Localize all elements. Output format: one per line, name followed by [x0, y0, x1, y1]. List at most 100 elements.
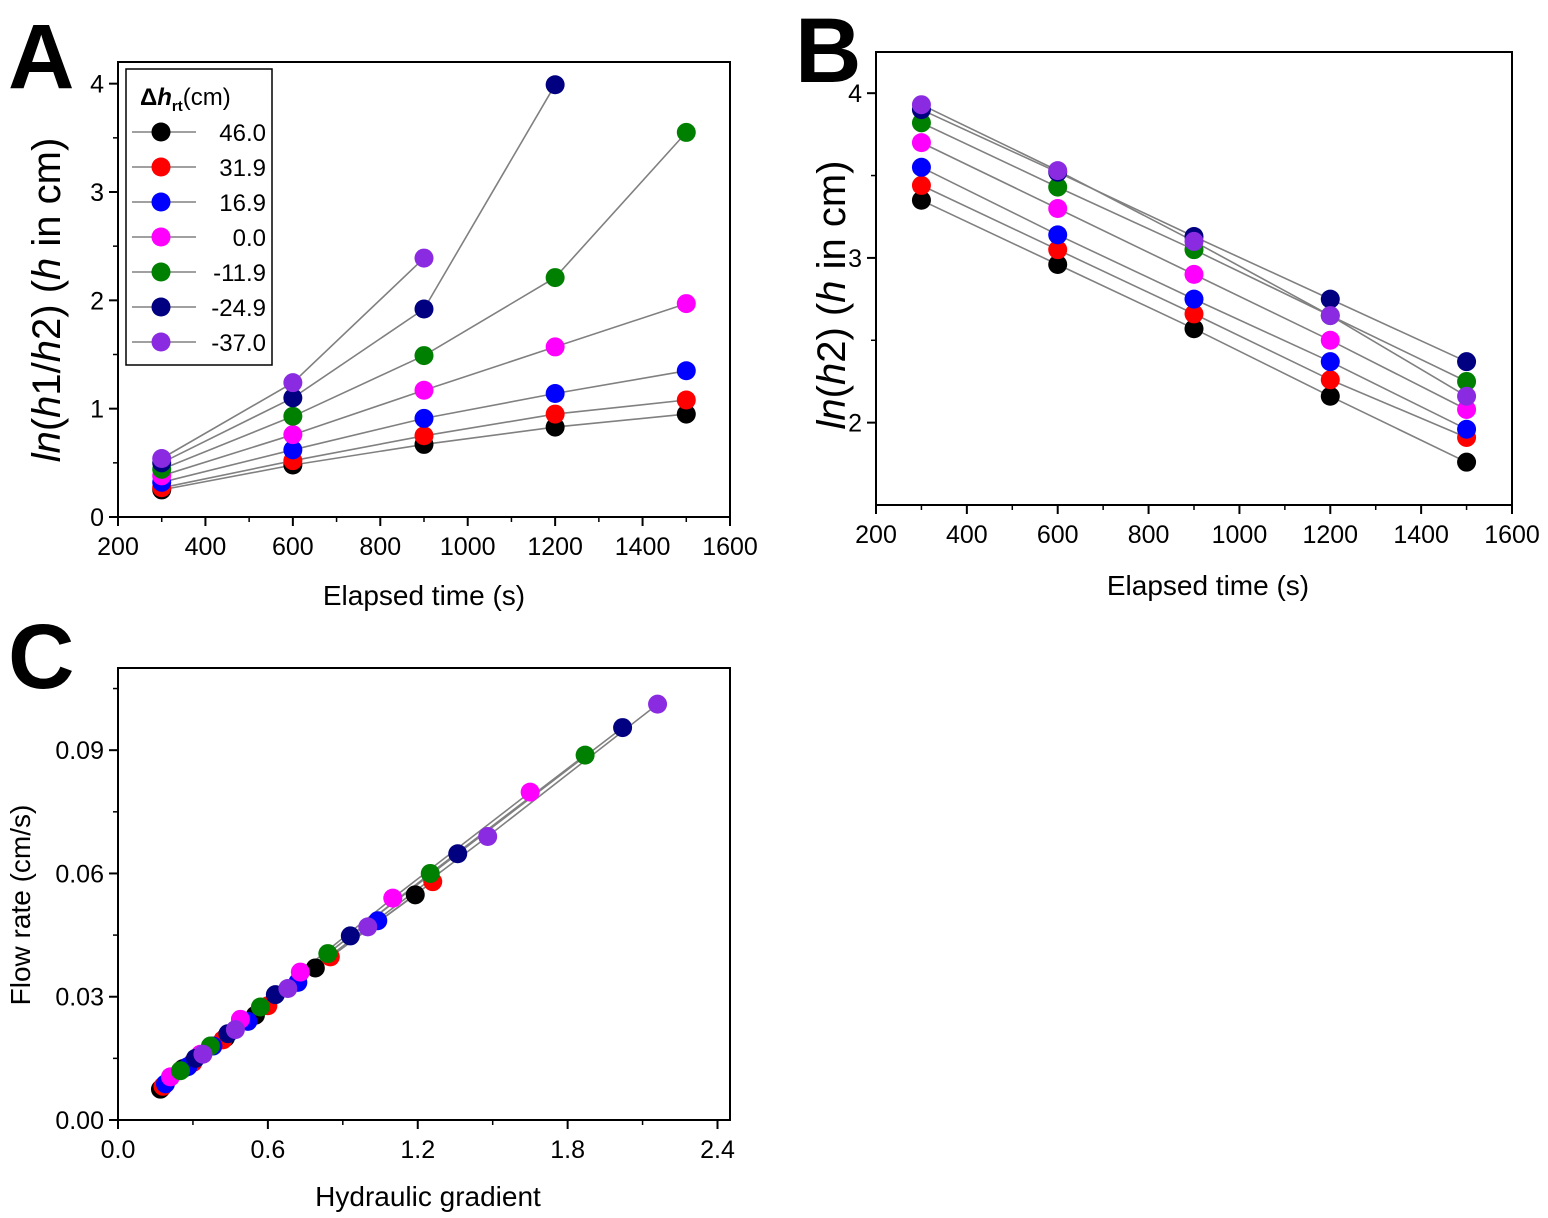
legend-marker	[151, 332, 171, 352]
panel-c-xtick-label: 0.0	[101, 1136, 136, 1164]
panel-a-data-point	[283, 388, 303, 408]
panel-c-xtick-label: 2.4	[700, 1136, 735, 1164]
panel-c-data-point	[520, 782, 540, 802]
panel-a-data-point	[414, 346, 434, 366]
panel-c-data-point	[305, 958, 325, 978]
panel-b-data-point	[1048, 254, 1068, 274]
panel-b-ytick-label: 2	[848, 410, 862, 438]
panel-c-chart: 0.0 0.6 1.2 1.8 2.4 0.00 0.03 0.06 0.09 Hydrauli…	[5, 667, 735, 1212]
panel-c-data-point	[383, 888, 403, 908]
panel-a-data-point	[152, 449, 172, 468]
panel-c-data-point	[448, 844, 468, 864]
panel-a-ytick-label: 0	[90, 504, 104, 532]
panel-a-data-point	[283, 406, 303, 426]
panel-a-data-point	[414, 248, 434, 268]
panel-c-ytick-label: 0.00	[55, 1107, 104, 1135]
panel-c-data-point	[648, 694, 668, 714]
panel-b-ylabel: ln(h2) (h in cm)	[810, 161, 854, 430]
panel-b-data-point	[1048, 161, 1068, 181]
panel-b-data-point	[1184, 319, 1204, 339]
panel-b-xtick-label: 1000	[1212, 521, 1268, 549]
panel-c-data-point	[318, 944, 338, 964]
panel-b-data-point	[911, 133, 931, 153]
panel-b-data-point	[1048, 225, 1068, 245]
panel-c-data-point	[405, 885, 425, 905]
legend-marker	[151, 262, 171, 282]
legend-label: 0.0	[233, 225, 266, 252]
panel-a-xtick-label: 600	[272, 533, 314, 561]
legend-marker	[151, 297, 171, 317]
panel-b-chart: 200 400 600 800 1000 1200 1400 1600 2 3 4 Elapsed …	[810, 51, 1540, 601]
panel-b-data-point	[1457, 352, 1477, 372]
panel-c-xtick-label: 1.8	[550, 1136, 585, 1164]
panel-a-points	[152, 75, 696, 500]
panel-b-data-point	[1184, 289, 1204, 309]
panel-a-ytick-label: 4	[90, 71, 104, 99]
panel-letter-c: C	[8, 606, 74, 708]
legend-label: -11.9	[213, 260, 266, 287]
panel-b-data-point	[1048, 198, 1068, 218]
panel-c-ytick-label: 0.06	[55, 860, 104, 888]
legend-label: 16.9	[219, 190, 266, 217]
panel-a-xtick-label: 200	[97, 533, 139, 561]
panel-b-data-point	[1320, 370, 1340, 390]
panel-b-data-point	[1184, 264, 1204, 284]
panel-c-xlabel: Hydraulic gradient	[315, 1181, 541, 1212]
panel-b-data-point	[1457, 371, 1477, 391]
legend-marker	[151, 227, 171, 247]
panel-c-ticks: 0.0 0.6 1.2 1.8 2.4 0.00 0.03 0.06 0.09	[55, 687, 735, 1164]
panel-b-data-point	[1457, 386, 1477, 406]
panel-a-data-point	[414, 380, 434, 400]
panel-b-xtick-label: 1200	[1302, 521, 1358, 549]
panel-a-ylabel: ln(h1/h2) (h in cm)	[25, 138, 69, 463]
panel-a-data-point	[414, 408, 434, 428]
panel-c-data-point	[193, 1044, 213, 1064]
panel-c-data-point	[170, 1061, 190, 1081]
panel-c-data-point	[478, 826, 498, 846]
panel-a-xtick-label: 1400	[615, 533, 671, 561]
panel-b-data-point	[1320, 352, 1340, 372]
panel-c-data-point	[225, 1020, 245, 1040]
panel-c-data-point	[290, 962, 310, 982]
panel-c-data-point	[278, 979, 298, 999]
panel-b-data-point	[911, 157, 931, 177]
legend-label: 31.9	[219, 155, 266, 182]
panel-a-chart: 200 400 600 800 1000 1200 1400 1600 0 1 2 3 4 Elapse…	[25, 61, 758, 611]
panel-a-data-point	[545, 337, 565, 357]
panel-a-series-line	[161, 84, 556, 464]
panel-a-data-point	[283, 440, 303, 460]
panel-a-data-point	[414, 426, 434, 446]
panel-b-data-point	[1320, 386, 1340, 406]
panel-c-points	[150, 694, 668, 1099]
panel-b-xtick-label: 1400	[1393, 521, 1449, 549]
panel-a-data-point	[676, 294, 696, 314]
panel-c-data-point	[420, 863, 440, 883]
panel-a-data-point	[283, 425, 303, 445]
panel-b-data-point	[1184, 304, 1204, 324]
panel-a-xtick-label: 800	[359, 533, 401, 561]
panel-a-data-point	[283, 373, 303, 393]
legend-box	[125, 68, 273, 366]
legend-entries: 46.0 31.9 16.9 0.0 -11.9 -24.9 -37.0	[132, 120, 266, 357]
panel-b-ytick-label: 3	[848, 245, 862, 273]
legend-marker	[151, 192, 171, 212]
panel-c-data-point	[340, 926, 360, 946]
panel-a-ytick-label: 1	[90, 396, 104, 424]
panel-b-data-point	[1320, 306, 1340, 326]
panel-b-ticks: 200 400 600 800 1000 1200 1400 1600 2 3 4	[848, 80, 1540, 549]
legend-marker	[151, 122, 171, 142]
panel-b-data-point	[1320, 330, 1340, 350]
panel-a-data-point	[676, 361, 696, 381]
panel-b-data-point	[911, 175, 931, 195]
panel-a-ytick-label: 3	[90, 179, 104, 207]
panel-a-xlabel: Elapsed time (s)	[323, 580, 525, 611]
legend-title: Δhrt(cm)	[140, 84, 231, 115]
panel-a-ticks: 200 400 600 800 1000 1200 1400 1600 0 1 2 3 4	[90, 71, 758, 561]
panel-a-data-point	[545, 404, 565, 424]
panel-b-xtick-label: 1600	[1484, 521, 1540, 549]
panel-c-data-point	[358, 917, 378, 937]
panel-b-xtick-label: 400	[946, 521, 988, 549]
panel-b-data-point	[1048, 177, 1068, 197]
panel-a-data-point	[676, 122, 696, 142]
panel-b-data-point	[1048, 240, 1068, 260]
